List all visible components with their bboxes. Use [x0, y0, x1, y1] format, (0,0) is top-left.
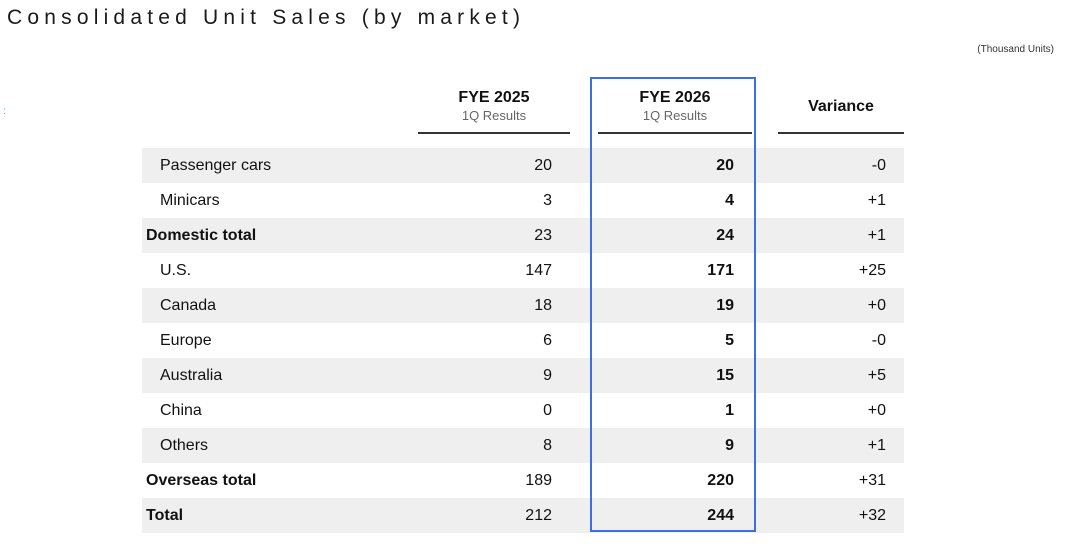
cell-variance: +1 [867, 192, 886, 209]
table-row: Overseas total 189 220 +31 [142, 463, 904, 498]
cell-fye2026: 244 [707, 507, 734, 524]
column-header-fye2025-rule [418, 132, 570, 134]
column-header-fye2025-year: FYE 2025 [458, 89, 530, 106]
row-label: Australia [160, 367, 223, 384]
cell-fye2025: 189 [525, 472, 552, 489]
cell-fye2026: 9 [725, 437, 734, 454]
fye2026-highlight-frame [590, 77, 756, 532]
cell-variance: +25 [858, 262, 886, 279]
table-row: Domestic total 23 24 +1 [142, 218, 904, 253]
column-header-variance-label: Variance [808, 98, 874, 115]
table-row: China 0 1 +0 [142, 393, 904, 428]
table-row: Passenger cars 20 20 -0 [142, 148, 904, 183]
row-label: U.S. [160, 262, 192, 279]
row-label: Minicars [160, 192, 220, 209]
column-header-fye2025: FYE 2025 1Q Results [418, 89, 570, 125]
cell-fye2025: 9 [543, 367, 552, 384]
table-row: Australia 9 15 +5 [142, 358, 904, 393]
cell-variance: +31 [858, 472, 886, 489]
cell-variance: +5 [867, 367, 886, 384]
cell-fye2025: 147 [525, 262, 552, 279]
row-label: Total [146, 507, 184, 524]
column-header-fye2026-year: FYE 2026 [639, 89, 711, 106]
cell-fye2025: 20 [534, 157, 552, 174]
cell-fye2025: 23 [534, 227, 552, 244]
table-row: Europe 6 5 -0 [142, 323, 904, 358]
column-header-variance: Variance [778, 98, 904, 116]
row-label: Others [160, 437, 209, 454]
table-row: Canada 18 19 +0 [142, 288, 904, 323]
cell-fye2025: 8 [543, 437, 552, 454]
cell-fye2026: 5 [725, 332, 734, 349]
cell-fye2025: 3 [543, 192, 552, 209]
cell-fye2026: 1 [725, 402, 734, 419]
row-label: Canada [160, 297, 217, 314]
column-header-fye2026: FYE 2026 1Q Results [598, 89, 752, 125]
cell-fye2026: 220 [707, 472, 734, 489]
row-label: Europe [160, 332, 212, 349]
row-label: Passenger cars [160, 157, 272, 174]
table-row: Minicars 3 4 +1 [142, 183, 904, 218]
column-header-variance-rule [778, 132, 904, 134]
cell-fye2025: 6 [543, 332, 552, 349]
cell-fye2026: 171 [707, 262, 734, 279]
cell-fye2026: 15 [716, 367, 734, 384]
page-title: Consolidated Unit Sales (by market) [7, 6, 526, 29]
row-label: Overseas total [146, 472, 257, 489]
cell-variance: +1 [867, 227, 886, 244]
cell-variance: -0 [871, 332, 886, 349]
cell-fye2025: 212 [525, 507, 552, 524]
column-header-fye2025-sub: 1Q Results [461, 108, 527, 123]
cell-fye2025: 0 [543, 402, 552, 419]
table-row: U.S. 147 171 +25 [142, 253, 904, 288]
cell-variance: +0 [867, 297, 886, 314]
cell-fye2026: 20 [716, 157, 734, 174]
cell-variance: +32 [858, 507, 886, 524]
column-header-fye2026-sub: 1Q Results [642, 108, 708, 123]
units-note: (Thousand Units) [977, 44, 1054, 55]
margin-mark: : [3, 106, 6, 117]
cell-fye2026: 4 [725, 192, 734, 209]
cell-fye2026: 24 [716, 227, 734, 244]
cell-fye2025: 18 [534, 297, 552, 314]
table-row: Total 212 244 +32 [142, 498, 904, 533]
cell-fye2026: 19 [716, 297, 734, 314]
row-label: Domestic total [146, 227, 257, 244]
cell-variance: +0 [867, 402, 886, 419]
cell-variance: -0 [871, 157, 886, 174]
row-label: China [160, 402, 202, 419]
column-header-fye2026-rule [598, 132, 752, 134]
cell-variance: +1 [867, 437, 886, 454]
table-row: Others 8 9 +1 [142, 428, 904, 463]
